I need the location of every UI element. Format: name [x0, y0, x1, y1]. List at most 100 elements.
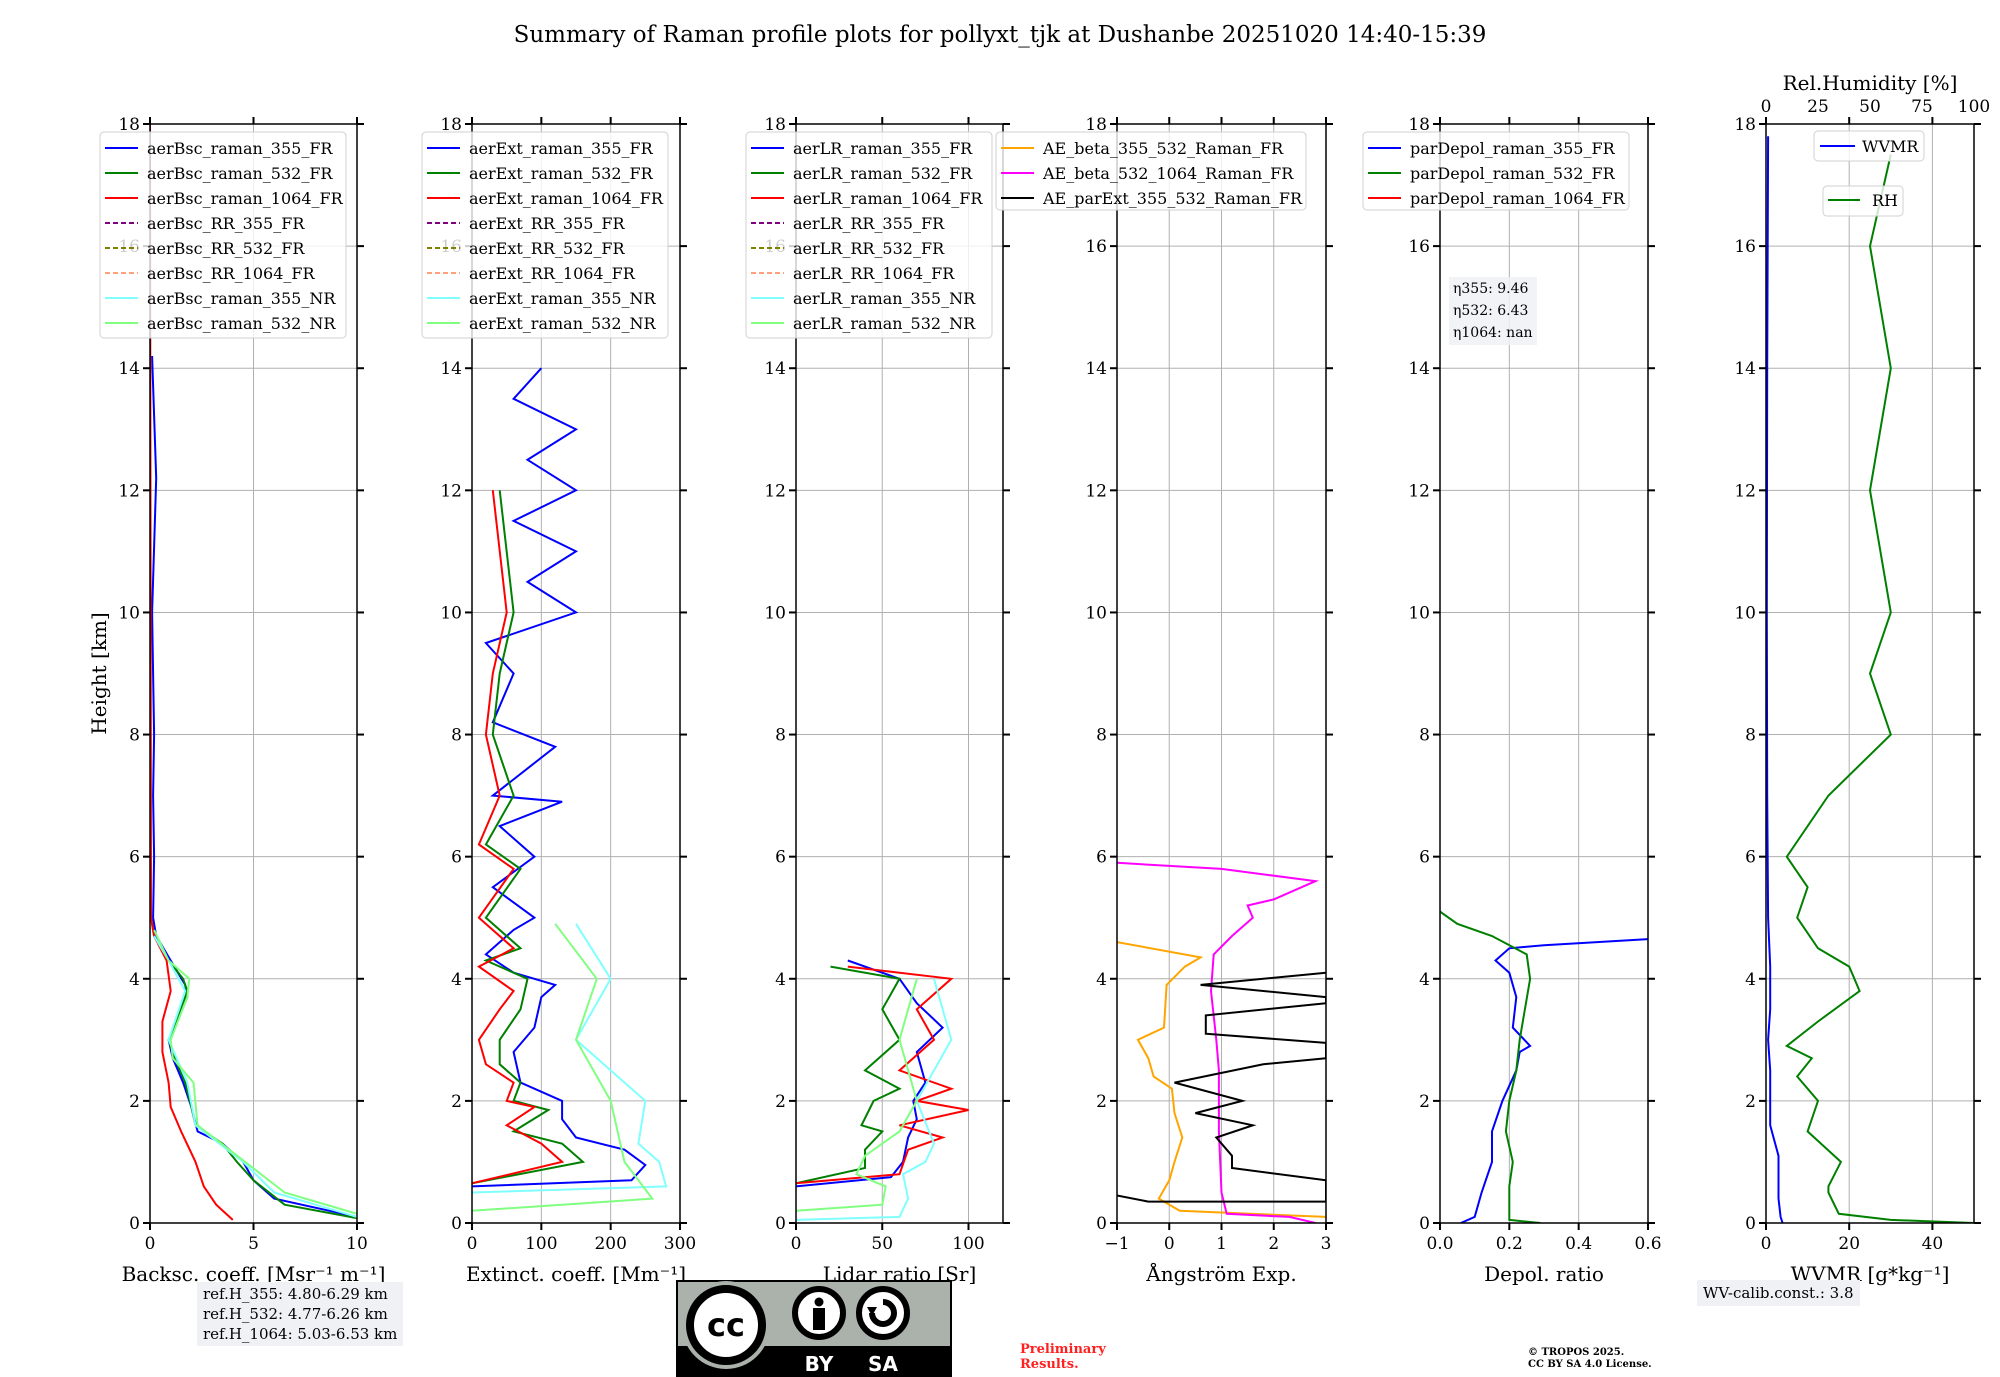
sa-share-alike-icon [856, 1286, 910, 1340]
series-line-aerExt_raman_532_NR [472, 923, 655, 1212]
y-tick-label: 4 [1745, 970, 1756, 990]
x-tick-label: 0.4 [1565, 1234, 1592, 1254]
legend: aerLR_raman_355_FR aerLR_raman_532_FR aerL… [745, 131, 993, 339]
y-tick-label: 8 [775, 726, 786, 746]
preliminary-results-note: Preliminary Results. [1020, 1342, 1106, 1372]
x-tick-label: 0 [467, 1234, 478, 1254]
top-x-tick-label: 100 [1958, 97, 1990, 117]
y-tick-label: 10 [1085, 603, 1107, 623]
copyright-line-1: © TROPOS 2025. [1528, 1347, 1625, 1358]
legend-frame [745, 131, 993, 339]
series-line-aerLR_raman_532_FR [796, 965, 902, 1185]
y-tick-label: 0 [451, 1214, 462, 1234]
series-line-AE_beta_355_532_Raman_FR [1117, 941, 1326, 1218]
series-group [472, 367, 668, 1212]
legend-entry: aerExt_raman_355_FR [469, 139, 654, 158]
y-tick-label: 14 [1734, 359, 1756, 379]
legend-entry: aerLR_raman_532_NR [793, 314, 976, 333]
legend-entry: aerExt_RR_1064_FR [469, 264, 636, 283]
y-axis-label: Height [km] [87, 612, 111, 734]
x-tick-label: 1 [1216, 1234, 1227, 1254]
x-tick-label: 0.6 [1634, 1234, 1661, 1254]
series-group [796, 959, 969, 1221]
panel-3: 024681012141618050100Lidar ratio [Sr]aer… [745, 115, 1010, 1286]
legend-entry: aerBsc_raman_1064_FR [147, 189, 344, 208]
x-tick-label: 5 [248, 1234, 259, 1254]
legend: AE_beta_355_532_Raman_FR AE_beta_532_1064… [995, 131, 1307, 211]
panel-5: 0 2 4 6 8 10 12 14 16 18 0.0 0.2 0.4 0.6 Depol. ratio p… [1362, 115, 1662, 1286]
y-tick-label: 0 [1096, 1214, 1107, 1234]
x-tick-label: 0.0 [1426, 1234, 1453, 1254]
legend-entry: WVMR [1862, 137, 1919, 156]
y-tick-label: 4 [775, 970, 786, 990]
reference-height-box: ref.H_355: 4.80-6.29 km ref.H_532: 4.77-… [197, 1282, 404, 1346]
ref-height-355: ref.H_355: 4.80-6.29 km [203, 1285, 388, 1303]
eta-532: η532: 6.43 [1453, 303, 1529, 319]
series-line-aerExt_raman_1064_FR [472, 490, 565, 1185]
legend-entry: aerBsc_RR_355_FR [147, 214, 305, 233]
legend-entry: AE_beta_355_532_Raman_FR [1042, 139, 1284, 158]
x-axis-label: Extinct. coeff. [Mm⁻¹] [466, 1262, 686, 1286]
series-line-aerExt_raman_532_FR [472, 490, 586, 1185]
y-tick-label: 6 [129, 848, 140, 868]
ref-height-532: ref.H_532: 4.77-6.26 km [203, 1305, 388, 1323]
x-tick-label: 3 [1321, 1234, 1332, 1254]
sa-label: SA [868, 1352, 898, 1376]
y-tick-label: 10 [118, 603, 140, 623]
y-tick-label: 10 [764, 603, 786, 623]
ref-height-1064: ref.H_1064: 5.03-6.53 km [203, 1325, 398, 1343]
legend: parDepol_raman_355_FR parDepol_raman_532_… [1362, 131, 1630, 211]
x-tick-label: 20 [1838, 1234, 1860, 1254]
y-tick-label: 6 [775, 848, 786, 868]
legend-entry: aerLR_raman_355_NR [793, 289, 976, 308]
eta-355: η355: 9.46 [1453, 281, 1529, 297]
legend-frame [1362, 131, 1630, 211]
series-line-aerBsc_raman_532_FR [150, 917, 357, 1220]
y-tick-label: 16 [1734, 237, 1756, 257]
legend-frame [421, 131, 669, 339]
x-tick-label: 200 [594, 1234, 626, 1254]
legend-entry: parDepol_raman_1064_FR [1410, 189, 1626, 208]
series-line-AE_parExt_355_532_Raman_FR [1117, 971, 1326, 1203]
series-line-AE_beta_532_1064_Raman_FR [1117, 861, 1320, 1223]
legend: aerExt_raman_355_FR aerExt_raman_532_FRae… [421, 131, 669, 339]
legend-frame-wvmr [1813, 130, 1925, 162]
y-tick-label: 18 [440, 115, 462, 135]
series-line-RH [1784, 154, 1974, 1223]
y-tick-label: 18 [1734, 115, 1756, 135]
y-tick-label: 2 [1745, 1092, 1756, 1112]
x-tick-label: −1 [1104, 1234, 1129, 1254]
preliminary-line-2: Results. [1020, 1357, 1079, 1372]
y-tick-label: 8 [1745, 726, 1756, 746]
x-tick-label: 0 [1761, 1234, 1772, 1254]
x-tick-label: 0.2 [1496, 1234, 1523, 1254]
y-tick-label: 16 [1408, 237, 1430, 257]
series-line-aerBsc_raman_355_NR [153, 935, 357, 1218]
y-tick-label: 4 [1096, 970, 1107, 990]
y-tick-label: 14 [118, 359, 140, 379]
y-tick-label: 8 [1096, 726, 1107, 746]
series-line-aerLR_raman_355_NR [796, 978, 953, 1221]
top-x-axis-label: Rel.Humidity [%] [1783, 71, 1958, 95]
axes-frame [471, 123, 681, 1224]
x-tick-label: 10 [346, 1234, 368, 1254]
axes-frame [1439, 123, 1649, 1224]
x-tick-label: 40 [1922, 1234, 1944, 1254]
y-tick-label: 8 [1419, 726, 1430, 746]
series-line-parDepol_raman_532_FR [1440, 910, 1541, 1223]
legend-frame-rh [1822, 185, 1904, 217]
series-group [150, 124, 357, 1221]
legend-frame [99, 131, 347, 339]
cc-label: cc [707, 1306, 745, 1344]
y-tick-label: 16 [1085, 237, 1107, 257]
preliminary-line-1: Preliminary [1020, 1342, 1106, 1357]
y-tick-label: 2 [1096, 1092, 1107, 1112]
y-tick-label: 12 [764, 481, 786, 501]
axes-frame [795, 123, 1004, 1224]
series-line-aerLR_raman_355_FR [796, 959, 945, 1188]
legend-entry: aerBsc_raman_355_NR [147, 289, 336, 308]
y-tick-label: 0 [1745, 1214, 1756, 1234]
legend-entry: aerExt_raman_1064_FR [469, 189, 664, 208]
x-tick-label: 100 [952, 1234, 984, 1254]
